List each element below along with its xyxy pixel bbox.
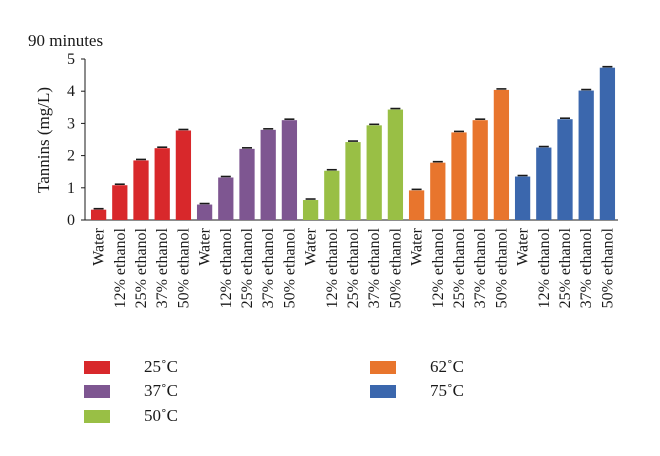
- x-tick-label: Water: [515, 227, 532, 265]
- bar: [599, 67, 616, 220]
- y-tick-label: 3: [67, 115, 75, 132]
- bar: [472, 120, 488, 220]
- y-tick-label: 1: [67, 180, 75, 197]
- bar: [90, 209, 107, 220]
- x-tick-label: 37% ethanol: [154, 227, 171, 308]
- x-tick-label: 12% ethanol: [218, 227, 235, 308]
- bar: [175, 130, 192, 220]
- y-tick-label: 4: [67, 83, 75, 100]
- x-tick-label: 37% ethanol: [578, 227, 595, 308]
- bar: [324, 170, 340, 220]
- x-tick-label: 50% ethanol: [175, 227, 192, 308]
- bar: [514, 176, 531, 220]
- x-tick-label: 12% ethanol: [536, 227, 553, 308]
- x-tick-label: 25% ethanol: [133, 227, 150, 308]
- x-tick-label: 25% ethanol: [239, 227, 256, 308]
- bar: [366, 125, 382, 220]
- bar: [408, 190, 425, 220]
- x-tick-label: 12% ethanol: [430, 227, 447, 308]
- x-tick-label: 37% ethanol: [366, 227, 383, 308]
- bar: [196, 204, 213, 220]
- x-tick-label: 25% ethanol: [451, 227, 468, 308]
- x-tick-label: Water: [197, 227, 214, 265]
- bar: [260, 129, 276, 220]
- x-tick-label: 37% ethanol: [260, 227, 277, 308]
- x-tick-label: 12% ethanol: [324, 227, 341, 308]
- y-tick-label: 0: [67, 212, 75, 229]
- x-tick-label: 50% ethanol: [281, 227, 298, 308]
- x-tick-labels: Water 12% ethanol 25% ethanol 37% ethanol 50…: [91, 227, 617, 308]
- x-tick-label: 25% ethanol: [345, 227, 362, 308]
- bar: [451, 132, 467, 220]
- x-tick-label: 25% ethanol: [557, 227, 574, 308]
- y-axis-label: Tannins (mg/L): [34, 87, 53, 193]
- x-tick-label: 50% ethanol: [387, 227, 404, 308]
- bar: [133, 160, 149, 220]
- bar: [557, 119, 573, 220]
- bar: [536, 147, 552, 220]
- bar: [345, 142, 361, 220]
- bar: [430, 162, 446, 220]
- x-tick-label: Water: [91, 227, 108, 265]
- bar: [578, 90, 594, 220]
- bar: [387, 109, 404, 220]
- x-tick-label: Water: [409, 227, 426, 265]
- bar: [112, 185, 128, 220]
- y-tick-label: 2: [67, 148, 75, 165]
- bar: [154, 148, 170, 220]
- x-tick-label: 50% ethanol: [599, 227, 616, 308]
- x-tick-label: 12% ethanol: [112, 227, 129, 308]
- x-tick-label: 37% ethanol: [472, 227, 489, 308]
- bar: [302, 200, 319, 220]
- bar: [218, 177, 234, 220]
- x-tick-label: Water: [303, 227, 320, 265]
- x-tick-label: 50% ethanol: [493, 227, 510, 308]
- chart-title: 90 minutes: [28, 31, 103, 50]
- bars: [90, 65, 616, 220]
- bar: [281, 120, 298, 220]
- bar: [239, 148, 255, 220]
- axes: 0 1 2 3 4 5: [67, 51, 618, 229]
- y-tick-label: 5: [67, 51, 75, 68]
- bar: [493, 89, 510, 220]
